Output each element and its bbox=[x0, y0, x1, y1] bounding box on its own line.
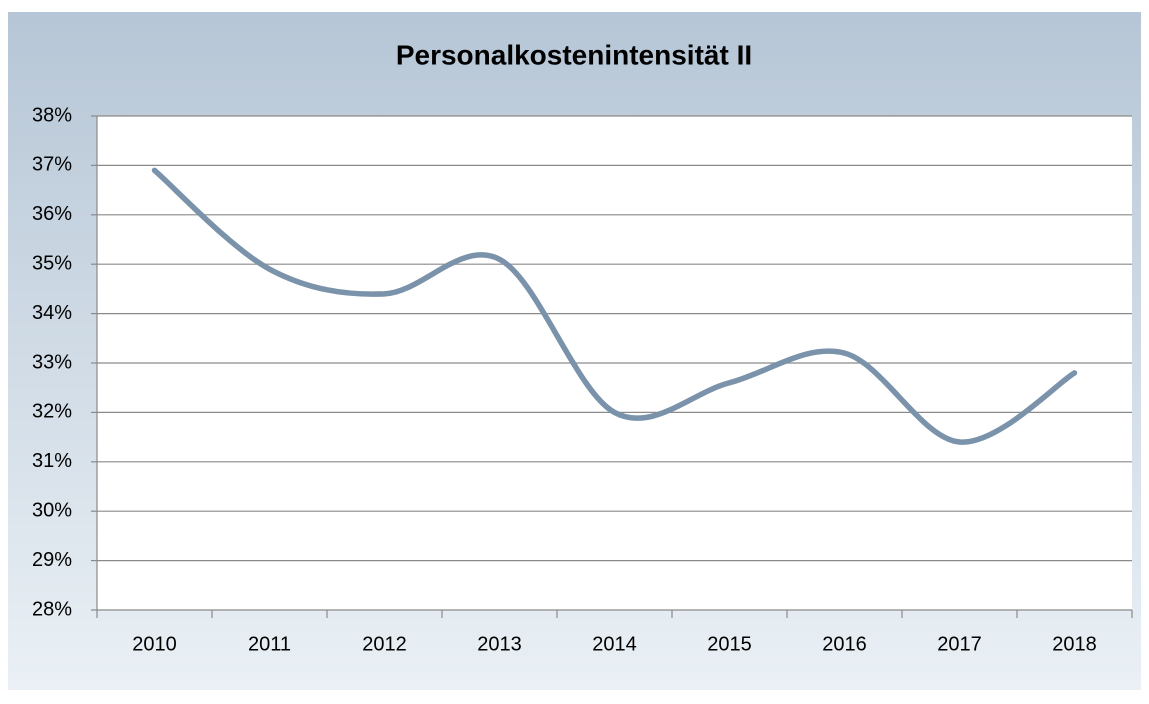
y-tick-label: 35% bbox=[32, 252, 72, 274]
y-tick-label: 32% bbox=[32, 401, 72, 423]
y-tick-label: 33% bbox=[32, 351, 72, 373]
x-tick-label: 2011 bbox=[248, 633, 291, 655]
x-tick-label: 2012 bbox=[362, 633, 407, 655]
x-tick-label: 2015 bbox=[707, 633, 752, 655]
y-tick-label: 38% bbox=[32, 104, 72, 126]
x-tick-label: 2014 bbox=[592, 633, 637, 655]
x-tick-label: 2013 bbox=[477, 633, 522, 655]
y-tick-label: 30% bbox=[32, 499, 72, 521]
line-series bbox=[151, 167, 1078, 445]
y-tick-label: 36% bbox=[32, 203, 72, 225]
x-tick-label: 2010 bbox=[132, 633, 177, 655]
x-tick-label: 2018 bbox=[1052, 633, 1097, 655]
x-tick-label: 2017 bbox=[937, 633, 982, 655]
y-tick-label: 29% bbox=[32, 549, 72, 571]
x-tick-label: 2016 bbox=[822, 633, 867, 655]
y-tick-label: 28% bbox=[32, 598, 72, 620]
y-tick-label: 37% bbox=[32, 154, 72, 176]
y-tick-label: 34% bbox=[32, 302, 72, 324]
chart-title: Personalkostenintensität II bbox=[396, 39, 752, 70]
y-tick-label: 31% bbox=[32, 450, 72, 472]
